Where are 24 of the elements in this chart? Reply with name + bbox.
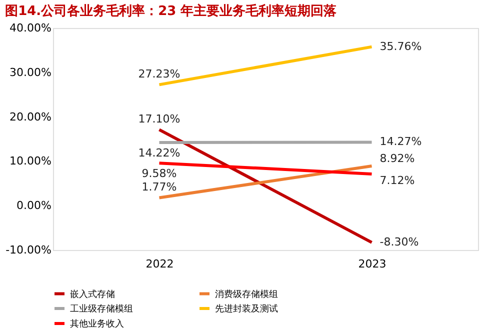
data-label: 7.12% xyxy=(380,174,415,187)
legend-label: 先进封装及测试 xyxy=(215,304,278,314)
data-label: 14.27% xyxy=(380,135,422,148)
chart-title: 图14.公司各业务毛利率：23 年主要业务毛利率短期回落 xyxy=(5,3,338,19)
legend-label: 其他业务收入 xyxy=(70,318,124,330)
legend-label: 工业级存储模组 xyxy=(70,304,133,314)
y-tick-label: 40.00% xyxy=(10,22,52,34)
legend-label: 嵌入式存储 xyxy=(70,288,115,300)
data-label: 17.10% xyxy=(138,112,180,126)
y-tick-label: 20.00% xyxy=(10,110,52,124)
data-label: 35.76% xyxy=(380,40,422,53)
y-tick-label: 0.00% xyxy=(16,199,52,212)
y-tick-label: 10.00% xyxy=(10,154,52,168)
data-label: 9.58% xyxy=(142,167,177,180)
legend-label: 消费级存储模组 xyxy=(215,288,278,300)
y-tick-label: 30.00% xyxy=(10,66,52,79)
data-label: -8.30% xyxy=(380,235,419,248)
data-label: 8.92% xyxy=(380,152,415,165)
x-tick-label: 2023 xyxy=(358,258,386,270)
data-label: 1.77% xyxy=(142,180,177,194)
x-tick-label: 2022 xyxy=(146,258,174,270)
data-label: 27.23% xyxy=(138,68,180,81)
data-label: 14.22% xyxy=(138,146,180,160)
y-tick-label: -10.00% xyxy=(6,244,52,256)
